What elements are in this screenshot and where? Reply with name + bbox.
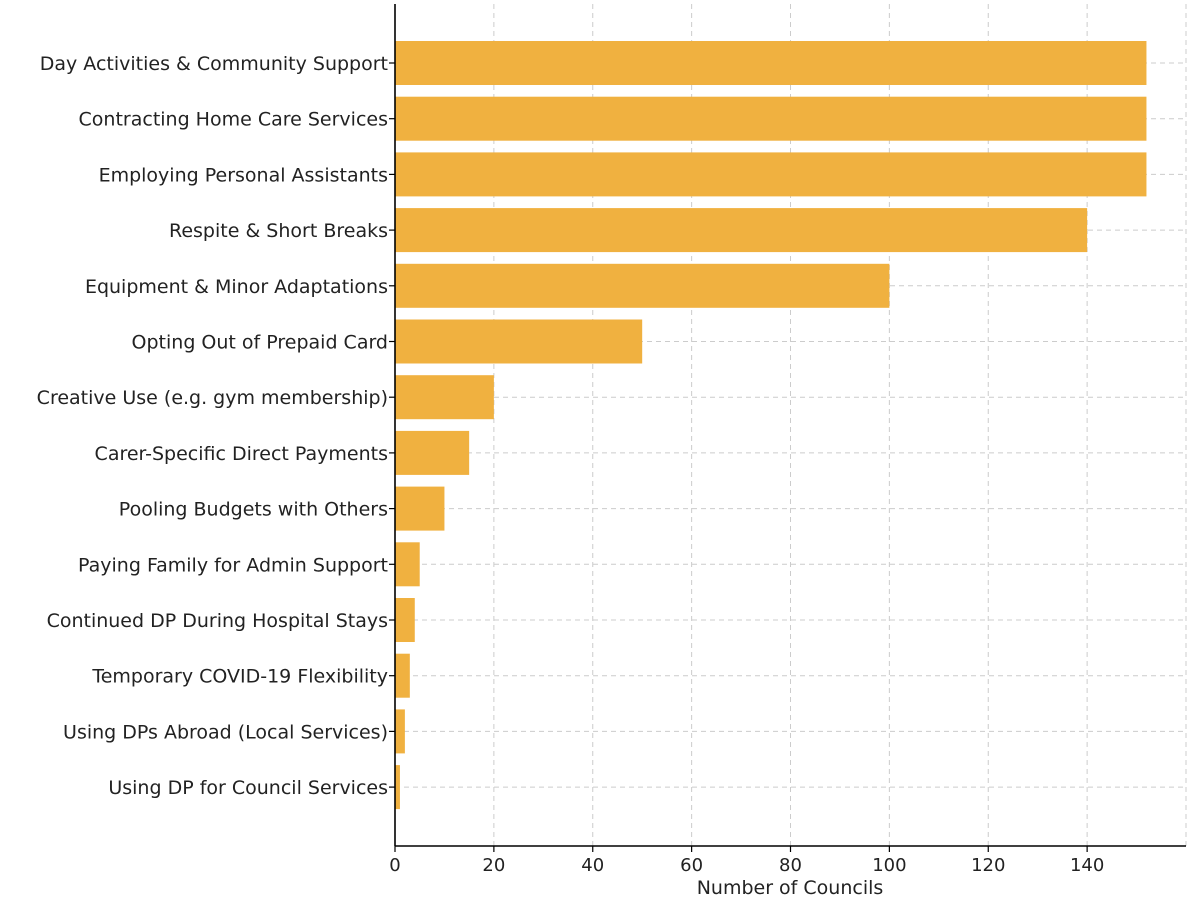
bar [395, 486, 445, 531]
x-tick-label: 100 [872, 855, 906, 876]
x-tick-label: 40 [581, 855, 604, 876]
category-label: Opting Out of Prepaid Card [132, 332, 388, 354]
bar [395, 41, 1147, 85]
category-label: Continued DP During Hospital Stays [47, 610, 388, 632]
bar [395, 542, 420, 587]
bar [395, 96, 1147, 141]
category-label: Using DPs Abroad (Local Services) [63, 721, 388, 743]
category-label: Paying Family for Admin Support [78, 554, 388, 576]
x-tick-label: 80 [779, 855, 802, 876]
bar [395, 430, 470, 475]
x-tick-label: 120 [971, 855, 1005, 876]
bar-layer [395, 41, 1147, 810]
bar [395, 653, 410, 698]
x-tick-label: 140 [1070, 855, 1104, 876]
x-tick-label: 20 [482, 855, 505, 876]
category-label: Equipment & Minor Adaptations [85, 276, 388, 298]
x-tick-label: 60 [680, 855, 703, 876]
bar [395, 319, 643, 364]
axis-layer [389, 4, 1186, 852]
category-label: Day Activities & Community Support [40, 53, 388, 75]
category-label: Temporary COVID-19 Flexibility [91, 666, 388, 688]
bar [395, 709, 405, 754]
x-tick-label: 0 [389, 855, 400, 876]
bar [395, 263, 890, 308]
bar [395, 208, 1088, 253]
category-label: Contracting Home Care Services [79, 109, 388, 131]
category-label: Pooling Budgets with Others [119, 499, 388, 521]
bar [395, 598, 415, 642]
category-label: Using DP for Council Services [108, 777, 388, 799]
bar [395, 375, 494, 420]
bar [395, 152, 1147, 197]
category-label: Carer-Specific Direct Payments [95, 443, 388, 465]
x-axis-title: Number of Councils [697, 877, 884, 899]
label-layer: 0 20 40 60 80 100 120 140 Day Activities & Commu… [37, 53, 1105, 876]
category-label: Respite & Short Breaks [169, 220, 388, 242]
category-label: Creative Use (e.g. gym membership) [37, 387, 388, 409]
bar [395, 765, 400, 810]
category-label: Employing Personal Assistants [99, 164, 388, 186]
